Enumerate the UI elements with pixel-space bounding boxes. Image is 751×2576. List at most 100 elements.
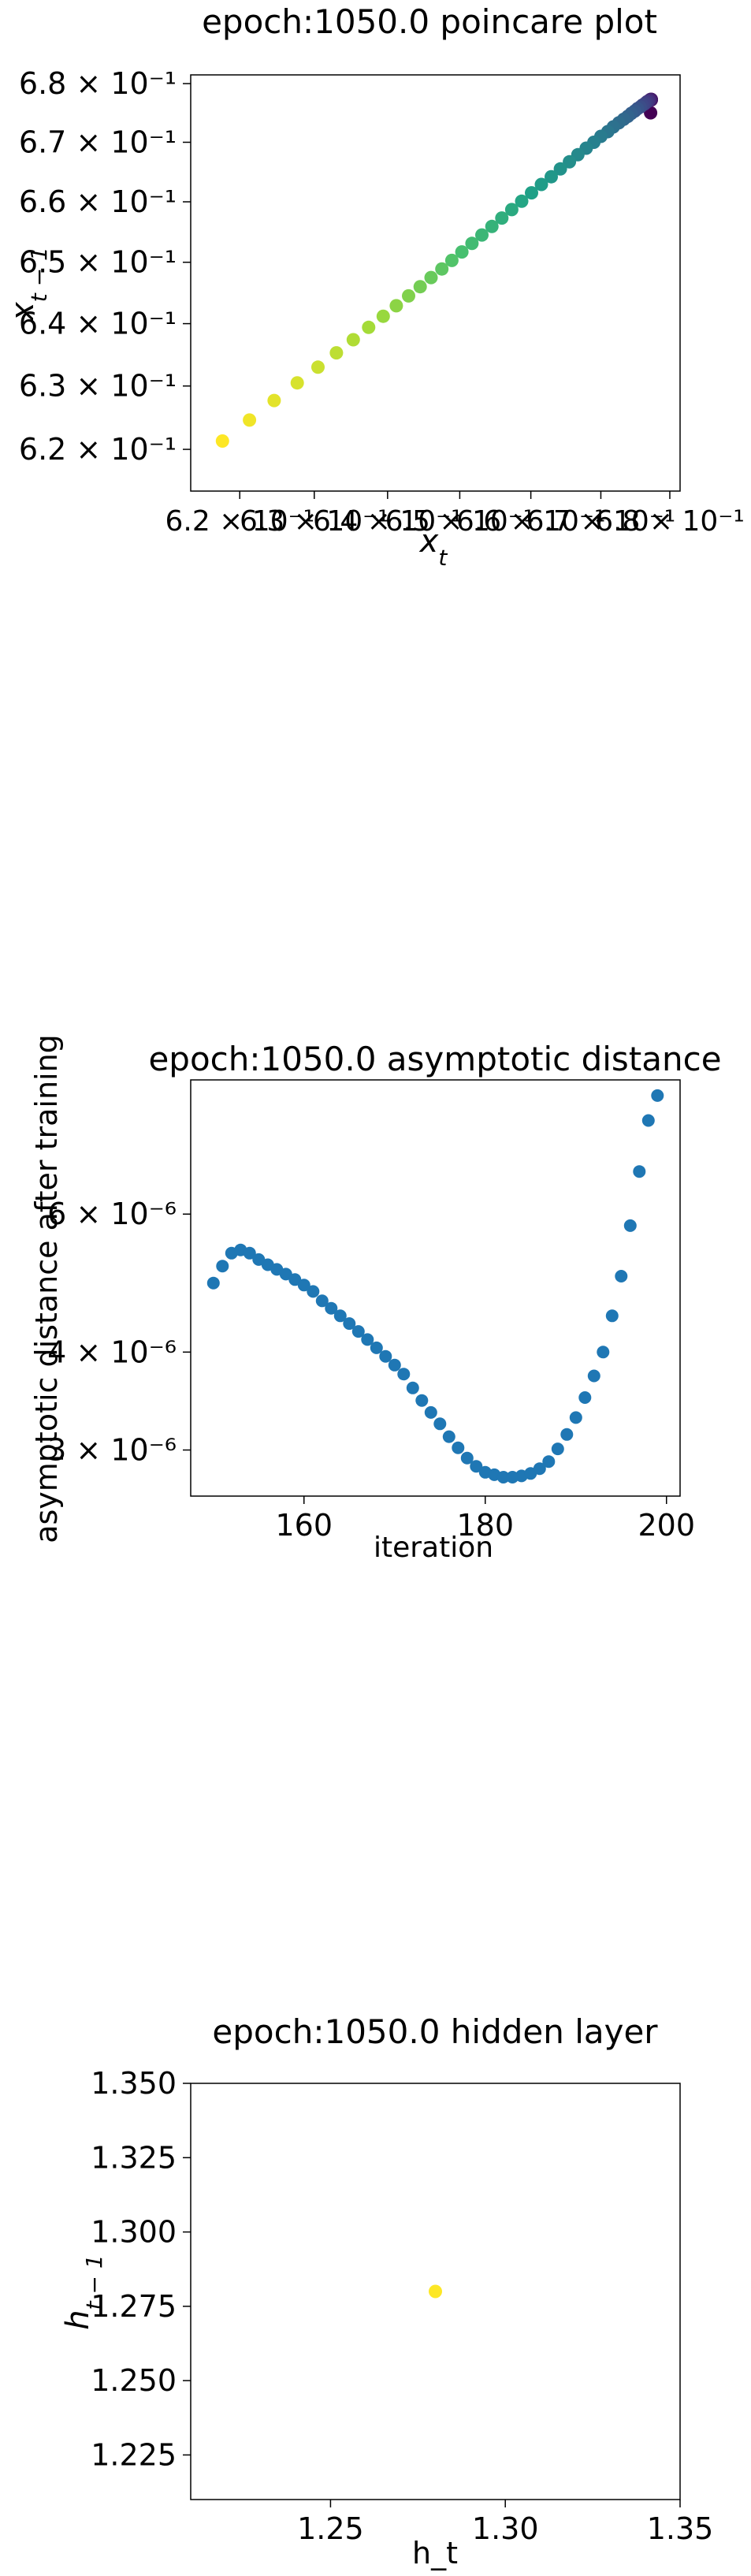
data-point	[315, 1294, 329, 1308]
data-point	[515, 194, 529, 208]
data-point	[496, 1471, 510, 1483]
y-tick-label: 6.5 × 10⁻¹	[19, 245, 177, 280]
data-point	[297, 1279, 310, 1292]
poincare-y-ticks: 6.2 × 10⁻¹ 6.3 × 10⁻¹ 6.4 × 10⁻¹ 6.5 × 10⁻¹…	[19, 66, 191, 467]
asymptotic-ylabel: asymptotic distance after training	[29, 1034, 64, 1543]
x-tick-label: 180	[456, 1508, 514, 1543]
data-point	[243, 413, 257, 427]
data-point	[475, 228, 489, 242]
data-point	[534, 177, 548, 192]
data-point	[279, 1268, 292, 1281]
data-point	[542, 1455, 556, 1469]
poincare-x-ticks: 6.2 × 10⁻¹6.3 × 10⁻¹6.4 × 10⁻¹6.5 × 10⁻¹…	[165, 491, 745, 538]
hidden-layer-xlabel: h_t	[412, 2536, 458, 2570]
y-tick-label: 1.275	[91, 2289, 177, 2324]
y-tick-label: 1.250	[91, 2363, 177, 2398]
asymptotic-chart: epoch:1050.0 asymptotic distance 160 180 2…	[29, 1034, 722, 1564]
data-point	[288, 1273, 302, 1286]
x-tick-label: 1.25	[297, 2511, 364, 2546]
y-tick-label: 1.225	[91, 2437, 177, 2472]
x-tick-label: 6.7 × 10⁻¹	[526, 505, 676, 538]
data-point	[551, 1442, 564, 1456]
data-point	[545, 169, 558, 184]
x-tick-label: 160	[275, 1508, 333, 1543]
poincare-points	[215, 92, 658, 448]
data-point	[388, 1358, 401, 1372]
data-point	[343, 1317, 356, 1331]
data-point	[402, 288, 415, 303]
data-point	[329, 346, 344, 360]
data-point	[370, 1341, 383, 1354]
data-point	[597, 1346, 610, 1359]
x-tick-label: 6.6 × 10⁻¹	[456, 505, 606, 538]
data-point	[633, 1165, 646, 1178]
hidden-layer-plot-frame	[190, 2083, 681, 2500]
data-point	[311, 360, 325, 374]
x-tick-label: 6.8 × 10⁻¹	[595, 505, 745, 538]
y-tick-label: 4 × 10⁻⁶	[47, 1335, 177, 1369]
data-point	[563, 154, 577, 169]
data-point	[444, 253, 459, 267]
data-point	[325, 1301, 338, 1315]
hidden-layer-title: epoch:1050.0 hidden layer	[212, 2012, 658, 2051]
data-point	[615, 1270, 628, 1282]
data-point	[389, 299, 403, 313]
x-tick-label: 6.5 × 10⁻¹	[385, 505, 535, 538]
data-point	[452, 1441, 465, 1454]
x-tick-label: 200	[638, 1508, 695, 1543]
data-point	[495, 211, 509, 225]
y-tick-label: 3 × 10⁻⁶	[47, 1433, 177, 1468]
data-point	[455, 245, 469, 259]
data-point	[379, 1349, 392, 1363]
data-point	[435, 262, 449, 276]
data-point	[504, 203, 519, 217]
data-point	[525, 186, 538, 200]
hidden-layer-y-ticks: 1.225 1.250 1.275 1.300 1.325 1.350	[91, 2066, 191, 2472]
poincare-plot-frame	[190, 74, 681, 492]
data-point	[460, 1451, 474, 1465]
data-point	[651, 1089, 664, 1102]
y-tick-label: 6.8 × 10⁻¹	[19, 66, 177, 101]
data-point	[578, 1391, 592, 1404]
y-tick-label: 6.2 × 10⁻¹	[19, 432, 177, 467]
data-point	[406, 1381, 419, 1394]
x-tick-label: 6.3 × 10⁻¹	[240, 505, 389, 538]
y-tick-label: 1.300	[91, 2215, 177, 2250]
data-point	[424, 1405, 437, 1419]
x-tick-label: 6.4 × 10⁻¹	[313, 505, 463, 538]
data-point	[641, 1114, 655, 1127]
data-point	[623, 1219, 637, 1232]
data-point	[560, 1428, 574, 1441]
data-point	[442, 1430, 455, 1443]
data-point	[587, 1369, 600, 1383]
data-point	[267, 393, 281, 408]
hidden-layer-x-ticks: 1.25 1.30 1.35	[297, 2500, 713, 2546]
data-point	[307, 1285, 320, 1298]
asymptotic-y-ticks: 3 × 10⁻⁶ 4 × 10⁻⁶ 6 × 10⁻⁶	[47, 1197, 191, 1468]
data-point	[415, 1394, 429, 1407]
data-point	[533, 1462, 546, 1476]
data-point	[553, 162, 567, 176]
data-point	[351, 1325, 365, 1338]
hidden-layer-points	[429, 2284, 442, 2299]
data-point	[216, 1260, 229, 1273]
data-point	[433, 1417, 447, 1431]
data-point	[465, 236, 479, 251]
y-tick-label: 6.6 × 10⁻¹	[19, 184, 177, 219]
data-point	[333, 1309, 347, 1323]
x-tick-label: 1.35	[647, 2511, 714, 2546]
data-point	[424, 270, 438, 285]
poincare-title: epoch:1050.0 poincare plot	[202, 2, 657, 41]
data-point	[429, 2284, 442, 2299]
y-tick-label: 6.4 × 10⁻¹	[19, 307, 177, 341]
hidden-layer-chart: epoch:1050.0 hidden layer 1.25 1.30 1.35 1…	[60, 2012, 713, 2570]
data-point	[605, 1309, 619, 1323]
data-point	[485, 219, 499, 233]
data-point	[243, 1246, 256, 1260]
y-tick-label: 6 × 10⁻⁶	[47, 1197, 177, 1231]
data-point	[206, 1276, 220, 1290]
asymptotic-title: epoch:1050.0 asymptotic distance	[148, 1040, 721, 1078]
y-tick-label: 6.7 × 10⁻¹	[19, 125, 177, 159]
asymptotic-xlabel: iteration	[374, 1532, 493, 1564]
